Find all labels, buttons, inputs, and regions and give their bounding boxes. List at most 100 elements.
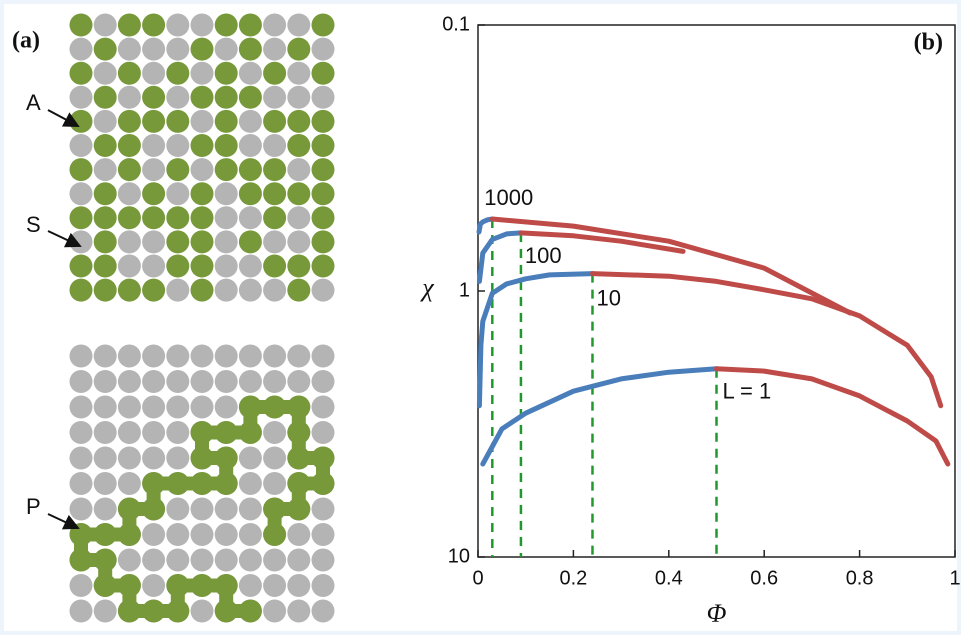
lattice-site <box>263 109 287 133</box>
polymer-bead <box>238 599 262 623</box>
lattice-site <box>311 344 335 368</box>
lattice-site <box>117 230 141 254</box>
lattice-site <box>93 446 117 470</box>
lattice-site <box>142 182 166 206</box>
y-tick-label: 0.1 <box>442 13 470 35</box>
lattice-site <box>93 61 117 85</box>
lattice-site <box>69 370 93 393</box>
lattice-site <box>287 206 311 230</box>
lattice-site <box>142 344 166 368</box>
lattice-site <box>263 370 287 393</box>
lattice-site <box>238 230 262 254</box>
lattice-site <box>238 85 262 109</box>
lattice-site <box>263 446 287 470</box>
curve-branch <box>476 271 595 409</box>
lattice-site <box>69 421 93 444</box>
figure-background <box>4 4 957 631</box>
lattice-site <box>287 574 311 597</box>
lattice-site <box>117 254 141 278</box>
lattice-site <box>311 497 335 521</box>
lattice-site <box>263 182 287 206</box>
lattice-site <box>214 85 238 109</box>
lattice-site <box>166 61 190 85</box>
lattice-site <box>190 523 214 546</box>
lattice-site <box>93 370 117 393</box>
polymer-bead <box>93 574 117 597</box>
lattice-site <box>142 446 166 470</box>
lattice-site <box>287 230 311 254</box>
lattice-site <box>190 134 214 157</box>
lattice-site <box>263 230 287 254</box>
lattice-site <box>93 85 117 109</box>
lattice-site <box>287 344 311 368</box>
lattice-site <box>69 599 93 623</box>
lattice-site <box>117 13 141 37</box>
lattice-site <box>69 85 93 109</box>
lattice-site <box>190 182 214 206</box>
lattice-site <box>214 206 238 230</box>
lattice-site <box>238 109 262 133</box>
lattice-site <box>287 182 311 206</box>
lattice-site <box>214 158 238 182</box>
lattice-site <box>69 13 93 37</box>
lattice-site <box>117 278 141 302</box>
lattice-site <box>69 158 93 182</box>
curve-branch <box>489 216 853 316</box>
lattice-site <box>238 134 262 157</box>
curve-branch <box>476 216 495 235</box>
lattice-site <box>190 158 214 182</box>
lattice-site <box>190 13 214 37</box>
lattice-site <box>69 446 93 470</box>
lattice-site <box>117 395 141 419</box>
x-tick-label: 0.4 <box>655 567 683 589</box>
lattice-site <box>93 278 117 302</box>
lattice-site <box>263 85 287 109</box>
lattice-site <box>117 61 141 85</box>
lattice-site <box>214 254 238 278</box>
lattice-site <box>166 446 190 470</box>
curve-label: 100 <box>525 243 562 268</box>
lattice-site <box>69 278 93 302</box>
lattice-site <box>166 158 190 182</box>
x-tick-label: 0 <box>472 567 483 589</box>
y-tick-label: 10 <box>448 545 470 567</box>
lattice-site <box>117 85 141 109</box>
lattice-site <box>287 61 311 85</box>
lattice-site <box>287 599 311 623</box>
lattice-site <box>263 254 287 278</box>
polymer-bead <box>263 523 287 546</box>
chart: 0 0.2 0.4 0.6 0.8 1 0.1 1 10 Φχ (b) 1000 100 10 L = 1 <box>419 13 960 628</box>
lattice-site <box>93 254 117 278</box>
curve-branch <box>518 230 686 254</box>
lattice-site <box>311 134 335 157</box>
polymer-bead <box>166 574 190 597</box>
site-label: S <box>26 212 41 237</box>
lattice-site <box>311 421 335 444</box>
x-tick-label: 0.6 <box>750 567 778 589</box>
lattice-site <box>166 109 190 133</box>
lattice-site <box>238 13 262 37</box>
lattice-site <box>117 158 141 182</box>
panel-label: (b) <box>914 30 943 56</box>
lattice-site <box>214 182 238 206</box>
lattice-site <box>311 158 335 182</box>
lattice-site <box>190 395 214 419</box>
lattice-site <box>142 158 166 182</box>
y-axis-title: χ <box>419 273 434 302</box>
lattice-site <box>214 37 238 61</box>
lattice-site <box>263 206 287 230</box>
lattice-site <box>190 278 214 302</box>
lattice-site <box>117 472 141 495</box>
lattice-site <box>117 548 141 572</box>
lattice-site <box>142 230 166 254</box>
lattice-site <box>214 370 238 393</box>
lattice-site <box>142 574 166 597</box>
lattice-site <box>263 421 287 444</box>
lattice-site <box>263 37 287 61</box>
curve-branch <box>590 271 944 409</box>
lattice-site <box>214 395 238 419</box>
lattice-site <box>93 497 117 521</box>
lattice-site <box>166 85 190 109</box>
lattice-site <box>263 548 287 572</box>
y-tick-label: 1 <box>459 279 470 301</box>
